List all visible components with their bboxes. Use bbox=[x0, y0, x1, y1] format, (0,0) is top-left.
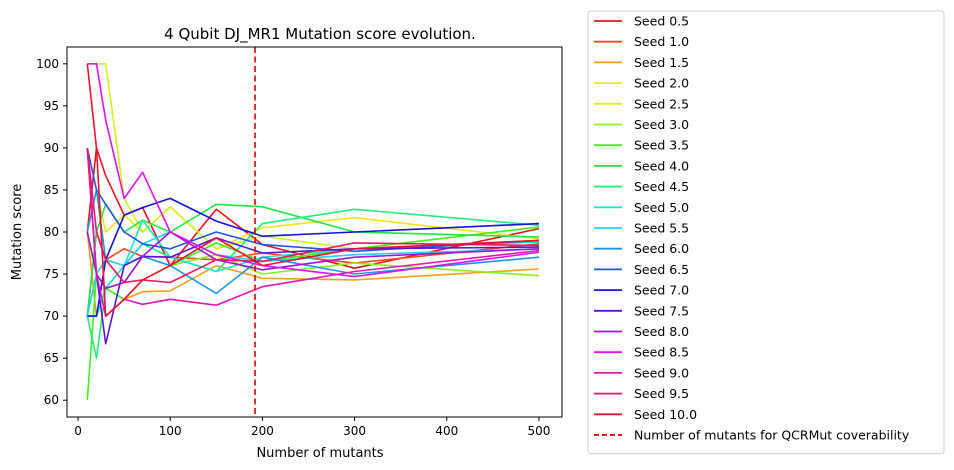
legend-entry-label: Seed 1.0 bbox=[634, 34, 689, 49]
series-line-9 bbox=[86, 208, 540, 359]
axes-frame bbox=[66, 46, 563, 418]
y-tick-label: 80 bbox=[44, 225, 59, 239]
legend-entry-label: Seed 5.5 bbox=[634, 221, 689, 236]
legend-entry-label: Seed 1.5 bbox=[634, 55, 689, 70]
legend-entry-label: Seed 8.0 bbox=[634, 324, 689, 339]
y-tick-label: 95 bbox=[44, 99, 59, 113]
y-tick-label: 60 bbox=[44, 393, 59, 407]
y-tick-label: 100 bbox=[36, 57, 59, 71]
legend-entry-label: Seed 0.5 bbox=[634, 14, 689, 29]
series-line-5 bbox=[87, 62, 540, 250]
legend-entry-label: Seed 2.0 bbox=[634, 76, 689, 91]
legend-entry-label: Seed 9.5 bbox=[634, 386, 689, 401]
legend-entry-label: Seed 4.0 bbox=[634, 158, 689, 173]
legend-entry-label: Seed 3.5 bbox=[634, 138, 689, 153]
x-tick-label: 100 bbox=[159, 424, 182, 438]
y-tick-label: 75 bbox=[44, 267, 59, 281]
legend-entry-label: Number of mutants for QCRMut coverabilit… bbox=[634, 428, 910, 443]
series-line-18 bbox=[86, 147, 540, 317]
y-tick-label: 90 bbox=[44, 141, 59, 155]
legend-entry-label: Seed 5.0 bbox=[634, 200, 689, 215]
series-line-20 bbox=[86, 63, 540, 317]
legend-entry-label: Seed 10.0 bbox=[634, 407, 697, 422]
series-line-16 bbox=[86, 231, 540, 290]
legend-entry-label: Seed 7.0 bbox=[634, 283, 689, 298]
x-tick-label: 500 bbox=[528, 424, 551, 438]
legend-entry-label: Seed 6.5 bbox=[634, 262, 689, 277]
legend-entry-label: Seed 3.0 bbox=[634, 117, 689, 132]
y-tick-label: 65 bbox=[44, 351, 59, 365]
legend-entry-label: Seed 7.5 bbox=[634, 303, 689, 318]
legend-entry-label: Seed 9.0 bbox=[634, 365, 689, 380]
legend-entry-label: Seed 8.5 bbox=[634, 345, 689, 360]
legend: Seed 0.5 Seed 1.0 Seed 1.5 Seed 2.0 Seed 2.5… bbox=[587, 10, 945, 455]
series-line-15 bbox=[86, 147, 540, 345]
legend-entry-label: Seed 6.0 bbox=[634, 241, 689, 256]
y-tick-label: 70 bbox=[44, 309, 59, 323]
x-tick-label: 0 bbox=[74, 424, 82, 438]
legend-entry-label: Seed 2.5 bbox=[634, 96, 689, 111]
series-line-13 bbox=[86, 147, 540, 253]
y-axis-label: Mutation score bbox=[10, 184, 25, 280]
series-line-11 bbox=[86, 231, 540, 317]
x-tick-label: 200 bbox=[251, 424, 274, 438]
series-line-17 bbox=[87, 62, 540, 278]
x-axis-label: Number of mutants bbox=[256, 446, 383, 461]
chart-title: 4 Qubit DJ_MR1 Mutation score evolution. bbox=[164, 25, 476, 44]
legend-box bbox=[587, 10, 945, 455]
x-tick-label: 400 bbox=[435, 424, 458, 438]
y-tick-label: 85 bbox=[44, 183, 59, 197]
x-tick-label: 300 bbox=[343, 424, 366, 438]
plot-area: 0 100 200 300 400 500 60 65 70 75 80 85 90 95 100 bbox=[36, 46, 563, 438]
legend-entry-label: Seed 4.5 bbox=[634, 179, 689, 194]
